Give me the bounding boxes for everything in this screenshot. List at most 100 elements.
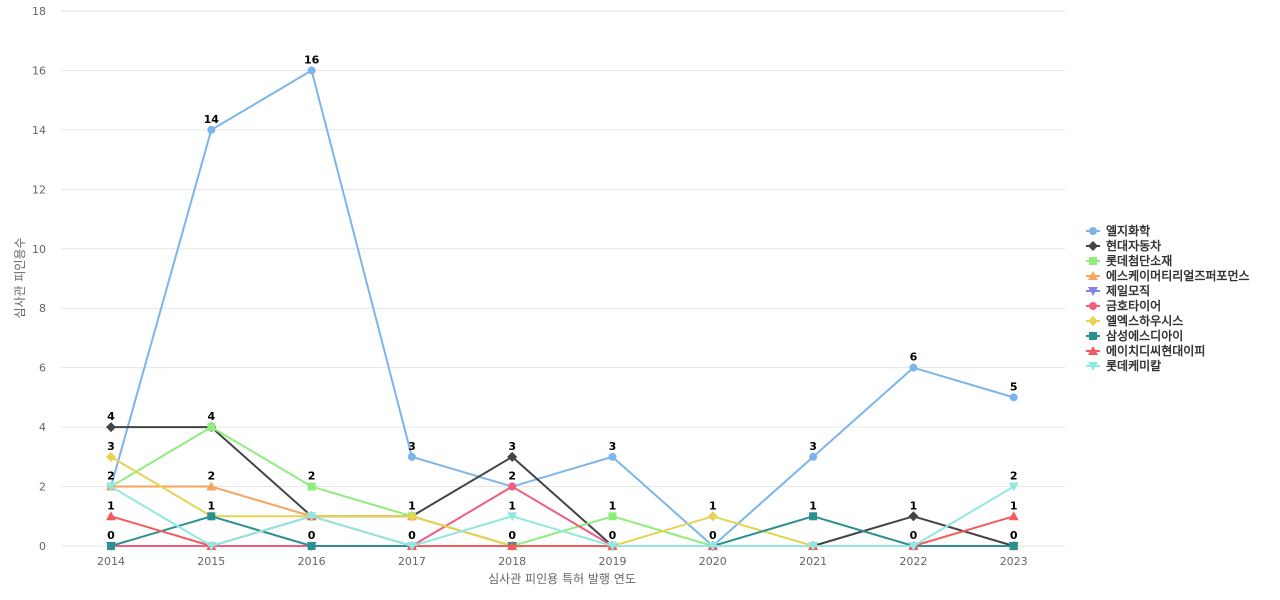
legend-label: 삼성에스디아이 bbox=[1106, 328, 1183, 343]
data-point-marker bbox=[809, 452, 818, 461]
legend-marker-swatch bbox=[1089, 302, 1097, 310]
legend-marker-swatch bbox=[1088, 316, 1098, 326]
y-tick-label: 4 bbox=[39, 421, 46, 434]
y-tick-label: 2 bbox=[39, 481, 46, 494]
data-point-marker bbox=[507, 541, 518, 550]
data-point-marker bbox=[206, 481, 217, 491]
data-label: 1 bbox=[1010, 499, 1018, 512]
data-point-marker bbox=[808, 542, 819, 551]
legend-item[interactable]: 엘엑스하우시스 bbox=[1086, 313, 1183, 328]
data-label: 2 bbox=[207, 470, 215, 483]
data-point-marker bbox=[507, 512, 518, 522]
series-10 bbox=[106, 482, 1019, 551]
series-line bbox=[110, 69, 1014, 547]
legend-label: 현대자동차 bbox=[1106, 238, 1161, 253]
legend-label: 에이치디씨현대이피 bbox=[1106, 343, 1205, 358]
data-point-marker bbox=[608, 512, 617, 521]
series-line bbox=[110, 485, 1015, 547]
data-point-marker bbox=[306, 512, 317, 522]
data-point-marker bbox=[707, 511, 718, 522]
data-label: 4 bbox=[107, 410, 115, 423]
legend-item[interactable]: 엘지화학 bbox=[1086, 223, 1150, 238]
data-label: 0 bbox=[308, 529, 316, 542]
data-point-marker bbox=[106, 511, 116, 521]
y-tick-label: 8 bbox=[39, 302, 46, 315]
legend-item[interactable]: 에스케이머티리얼즈퍼포먼스 bbox=[1086, 268, 1250, 283]
data-point-marker bbox=[1009, 542, 1018, 550]
data-point-marker bbox=[909, 363, 918, 372]
data-point-marker bbox=[106, 422, 116, 433]
x-tick-label: 2017 bbox=[398, 555, 426, 568]
legend-item[interactable]: 롯데케미칼 bbox=[1086, 358, 1161, 373]
data-point-marker bbox=[607, 542, 618, 551]
data-point-marker bbox=[207, 423, 216, 432]
y-tick-label: 10 bbox=[32, 243, 46, 256]
legend-marker-swatch bbox=[1088, 271, 1098, 280]
legend-label: 엘엑스하우시스 bbox=[1106, 313, 1183, 328]
x-tick-label: 2018 bbox=[498, 555, 526, 568]
data-label: 1 bbox=[609, 499, 617, 512]
data-point-marker bbox=[608, 452, 617, 461]
data-label: 3 bbox=[609, 440, 617, 453]
data-label: 0 bbox=[408, 529, 416, 542]
data-label: 2 bbox=[508, 470, 516, 483]
data-point-marker bbox=[1008, 511, 1019, 521]
data-label: 3 bbox=[508, 440, 516, 453]
data-point-marker bbox=[107, 542, 115, 550]
x-axis-title: 심사관 피인용 특허 발행 연도 bbox=[488, 571, 636, 586]
data-label: 14 bbox=[204, 113, 220, 126]
legend-item[interactable]: 삼성에스디아이 bbox=[1086, 328, 1183, 343]
grid-lines bbox=[61, 10, 1065, 547]
legend-marker-swatch bbox=[1088, 287, 1098, 296]
legend-marker-swatch bbox=[1089, 257, 1097, 265]
y-tick-label: 0 bbox=[39, 540, 46, 553]
legend: 엘지화학현대자동차롯데첨단소재에스케이머티리얼즈퍼포먼스제일모직금호타이어엘엑스… bbox=[1086, 223, 1250, 373]
data-point-marker bbox=[406, 511, 417, 522]
data-point-marker bbox=[508, 482, 517, 491]
legend-label: 롯데케미칼 bbox=[1106, 358, 1161, 373]
legend-label: 제일모직 bbox=[1106, 283, 1150, 298]
x-tick-label: 2019 bbox=[599, 555, 627, 568]
data-label: 1 bbox=[709, 499, 717, 512]
data-label: 3 bbox=[107, 440, 115, 453]
data-label: 2 bbox=[1010, 470, 1018, 483]
legend-item[interactable]: 에이치디씨현대이피 bbox=[1086, 343, 1205, 358]
data-label: 0 bbox=[910, 529, 918, 542]
x-axis-ticks: 2014 2015 2016 2017 2018 2019 2020 2021 2022 2023 bbox=[97, 546, 1028, 568]
data-point-marker bbox=[407, 452, 416, 461]
y-tick-label: 16 bbox=[32, 64, 46, 77]
data-point-marker bbox=[206, 542, 217, 551]
series-lines bbox=[106, 66, 1019, 551]
data-point-marker bbox=[908, 542, 919, 551]
data-point-marker bbox=[707, 542, 718, 551]
data-label: 3 bbox=[809, 440, 817, 453]
data-point-marker bbox=[1009, 393, 1018, 402]
data-point-marker bbox=[207, 512, 216, 521]
x-tick-label: 2021 bbox=[799, 555, 827, 568]
x-tick-label: 2016 bbox=[298, 555, 326, 568]
x-tick-label: 2022 bbox=[899, 555, 927, 568]
data-point-marker bbox=[1008, 482, 1019, 492]
y-tick-label: 14 bbox=[32, 124, 46, 137]
data-label: 0 bbox=[107, 529, 115, 542]
data-label: 1 bbox=[207, 499, 215, 512]
data-point-marker bbox=[207, 125, 216, 134]
legend-item[interactable]: 롯데첨단소재 bbox=[1086, 253, 1172, 268]
y-axis-title: 심사관 피인용수 bbox=[13, 237, 27, 318]
y-tick-label: 12 bbox=[32, 183, 46, 196]
data-label: 0 bbox=[508, 529, 516, 542]
legend-item[interactable]: 금호타이어 bbox=[1086, 298, 1161, 313]
data-label: 2 bbox=[107, 470, 115, 483]
data-label: 1 bbox=[809, 499, 817, 512]
x-tick-label: 2014 bbox=[97, 555, 125, 568]
legend-label: 엘지화학 bbox=[1106, 223, 1150, 238]
data-label: 0 bbox=[1010, 529, 1018, 542]
legend-marker-swatch bbox=[1088, 241, 1098, 251]
legend-item[interactable]: 현대자동차 bbox=[1086, 238, 1161, 253]
data-point-marker bbox=[809, 512, 818, 521]
data-label: 0 bbox=[709, 529, 717, 542]
legend-item[interactable]: 제일모직 bbox=[1086, 283, 1150, 298]
data-point-marker bbox=[406, 542, 417, 551]
